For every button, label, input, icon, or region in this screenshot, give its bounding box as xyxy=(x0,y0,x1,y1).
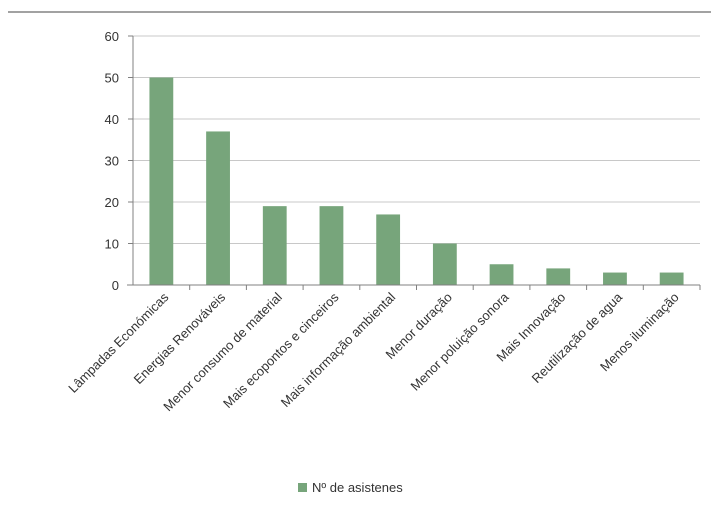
y-tick-label: 20 xyxy=(105,195,119,210)
bar xyxy=(376,214,401,285)
bar xyxy=(262,206,287,285)
bar xyxy=(603,272,627,285)
bar xyxy=(546,268,571,285)
legend-swatch xyxy=(298,483,307,492)
bar xyxy=(659,272,684,285)
x-category-label: Mais informação ambiental xyxy=(278,289,399,410)
bar xyxy=(489,264,514,285)
y-axis-ticks: 0 10 20 30 40 50 60 xyxy=(105,29,133,293)
bar xyxy=(432,243,457,285)
bar xyxy=(206,131,230,285)
y-tick-label: 0 xyxy=(112,278,119,293)
x-category-label: Menor poluição sonora xyxy=(408,289,513,394)
y-tick-label: 50 xyxy=(105,71,119,86)
legend: Nº de asistenes xyxy=(298,480,403,495)
legend-label: Nº de asistenes xyxy=(312,480,403,495)
y-tick-label: 60 xyxy=(105,29,119,44)
x-category-label: Menor consumo de material xyxy=(160,289,285,414)
bars xyxy=(149,77,684,285)
y-tick-label: 40 xyxy=(105,112,119,127)
x-category-label: Lâmpadas Económicas xyxy=(65,289,172,396)
x-category-label: Mais ecopontos e cinceiros xyxy=(220,289,342,411)
y-tick-label: 30 xyxy=(105,154,119,169)
bar xyxy=(319,206,344,285)
y-tick-label: 10 xyxy=(105,237,119,252)
bar xyxy=(149,77,174,285)
